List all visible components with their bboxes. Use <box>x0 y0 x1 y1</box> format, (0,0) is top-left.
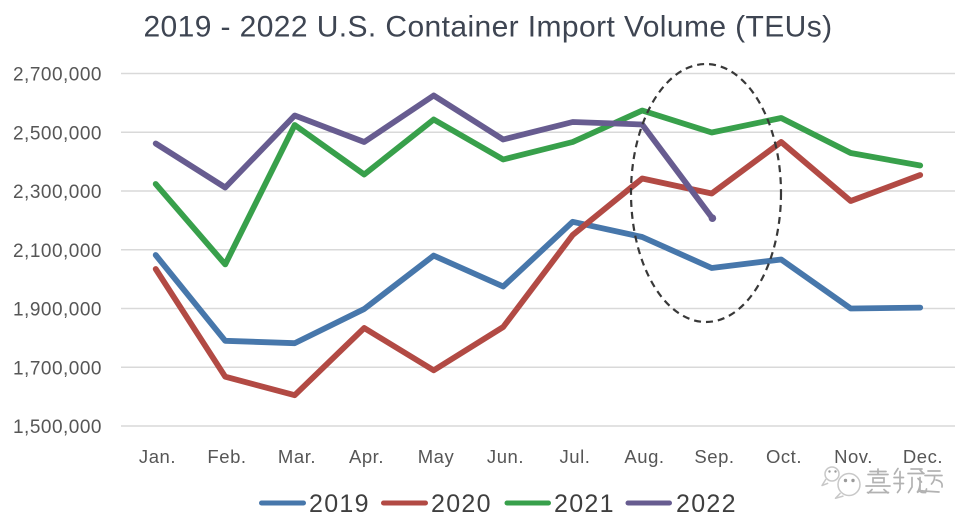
svg-text:Aug.: Aug. <box>624 446 664 467</box>
svg-text:2022: 2022 <box>676 490 737 518</box>
svg-text:1,700,000: 1,700,000 <box>13 358 102 379</box>
svg-text:2021: 2021 <box>554 490 615 518</box>
svg-text:Mar.: Mar. <box>278 446 316 467</box>
svg-text:Sep.: Sep. <box>694 446 734 467</box>
svg-text:2,700,000: 2,700,000 <box>13 65 102 86</box>
svg-text:2020: 2020 <box>431 490 492 518</box>
svg-text:Jul.: Jul. <box>560 446 591 467</box>
svg-text:2019: 2019 <box>309 490 370 518</box>
svg-text:Jan.: Jan. <box>139 446 176 467</box>
svg-text:May: May <box>418 446 455 467</box>
svg-text:Nov.: Nov. <box>834 446 873 467</box>
svg-text:2,300,000: 2,300,000 <box>13 182 102 203</box>
svg-text:2,500,000: 2,500,000 <box>13 123 102 144</box>
svg-text:1,900,000: 1,900,000 <box>13 300 102 321</box>
svg-text:Apr.: Apr. <box>349 446 384 467</box>
svg-text:2019 - 2022 U.S. Container Imp: 2019 - 2022 U.S. Container Import Volume… <box>143 11 832 44</box>
svg-text:Feb.: Feb. <box>207 446 246 467</box>
svg-text:Jun.: Jun. <box>487 446 524 467</box>
svg-text:Oct.: Oct. <box>766 446 802 467</box>
svg-text:1,500,000: 1,500,000 <box>13 417 102 438</box>
svg-text:2,100,000: 2,100,000 <box>13 241 102 262</box>
svg-text:Dec.: Dec. <box>903 446 943 467</box>
